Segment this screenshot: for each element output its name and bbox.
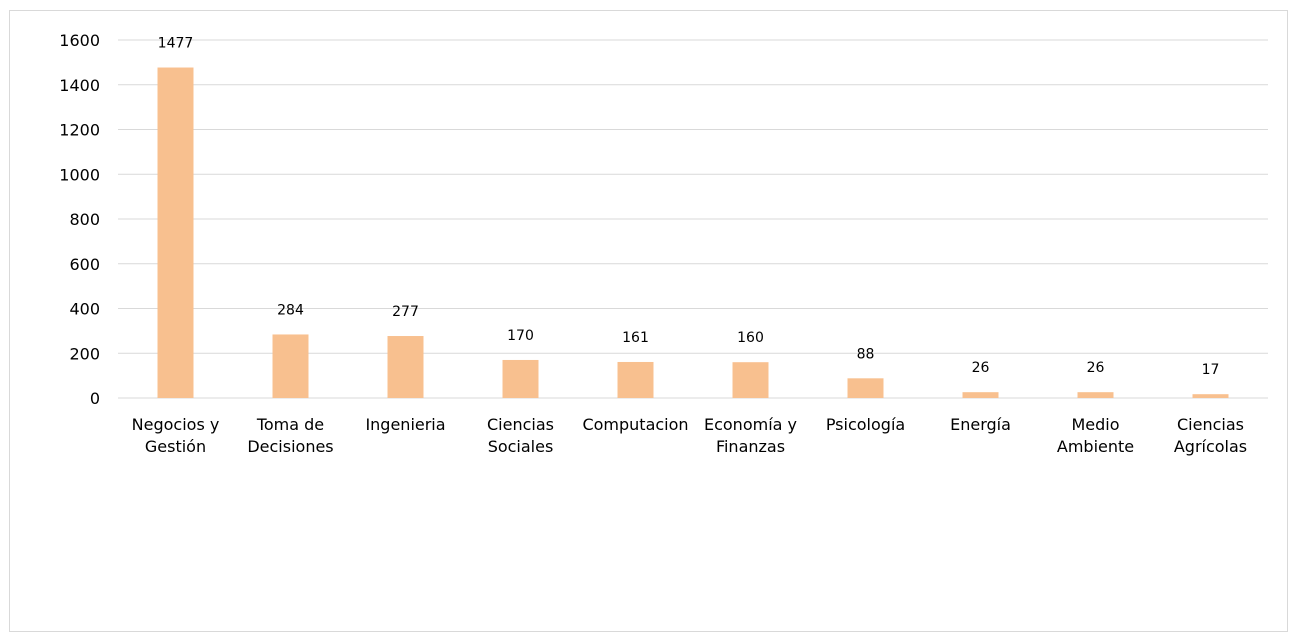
chart-frame — [9, 10, 1288, 632]
bar — [272, 334, 309, 398]
category-label-line: Agrícolas — [1174, 437, 1247, 456]
data-label: 160 — [737, 330, 764, 346]
data-label: 277 — [392, 304, 419, 320]
data-label: 88 — [857, 346, 875, 362]
category-label: Medio Ambiente — [1057, 415, 1134, 456]
y-tick-label: 200 — [69, 344, 100, 363]
category-label-line: Energía — [950, 415, 1011, 434]
bar — [847, 378, 884, 398]
bar — [617, 361, 654, 398]
category-label: Toma de Decisiones — [247, 415, 333, 456]
category-label-line: Ambiente — [1057, 437, 1134, 456]
bar — [732, 362, 769, 398]
category-label-line: Computacion — [582, 415, 688, 434]
data-label: 1477 — [158, 36, 194, 52]
data-label: 17 — [1202, 362, 1220, 378]
category-label-line: Ciencias — [1177, 415, 1244, 434]
data-label: 161 — [622, 330, 649, 346]
category-label-line: Medio — [1071, 415, 1119, 434]
data-label: 284 — [277, 302, 304, 318]
bars — [157, 67, 1229, 399]
category-label-line: Finanzas — [716, 437, 785, 456]
y-tick-label: 1200 — [59, 121, 100, 140]
data-label: 26 — [1087, 360, 1105, 376]
y-axis-ticks: 0 200 400 600 800 1000 1200 1400 1600 — [59, 31, 100, 408]
bar — [1192, 394, 1229, 398]
gridlines — [118, 39, 1268, 399]
category-label: Psicología — [826, 415, 905, 434]
y-tick-label: 1000 — [59, 165, 100, 184]
category-label-line: Decisiones — [247, 437, 333, 456]
bar — [1077, 392, 1114, 398]
y-tick-label: 1400 — [59, 76, 100, 95]
category-label-line: Psicología — [826, 415, 905, 434]
y-tick-label: 600 — [69, 255, 100, 274]
y-tick-label: 400 — [69, 300, 100, 319]
data-labels: 1477 284 277 170 161 160 88 26 26 17 — [158, 36, 1220, 379]
bar — [962, 392, 999, 398]
bar — [387, 336, 424, 398]
category-label-line: Toma de — [256, 415, 324, 434]
category-label-line: Sociales — [488, 437, 554, 456]
category-label: Computacion — [582, 415, 688, 434]
category-label: Energía — [950, 415, 1011, 434]
bar — [157, 67, 194, 399]
category-label-line: Ingenieria — [365, 415, 445, 434]
y-tick-label: 800 — [69, 210, 100, 229]
category-label-line: Economía y — [704, 415, 797, 434]
category-label: Ciencias Sociales — [487, 415, 554, 456]
category-label: Ciencias Agrícolas — [1174, 415, 1247, 456]
bar — [502, 359, 539, 398]
y-tick-label: 1600 — [59, 31, 100, 50]
y-tick-label: 0 — [90, 389, 100, 408]
category-label: Economía y Finanzas — [704, 415, 797, 456]
category-label-line: Negocios y — [132, 415, 220, 434]
category-label: Negocios y Gestión — [132, 415, 220, 456]
data-label: 26 — [972, 360, 990, 376]
category-label-line: Ciencias — [487, 415, 554, 434]
data-label: 170 — [507, 328, 534, 344]
category-label: Ingenieria — [365, 415, 445, 434]
category-label-line: Gestión — [145, 437, 206, 456]
category-labels: Negocios y Gestión Toma de Decisiones Ingeni… — [132, 415, 1247, 456]
